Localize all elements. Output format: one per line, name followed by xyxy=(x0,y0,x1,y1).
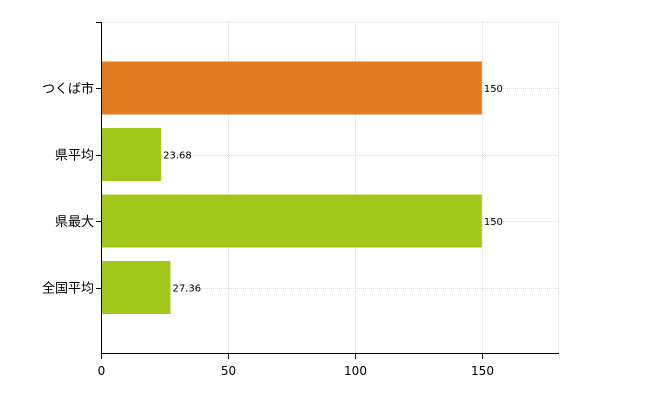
axes xyxy=(96,22,559,359)
bars xyxy=(101,61,482,314)
category-label-1: 県平均 xyxy=(55,149,94,164)
category-label-3: 全国平均 xyxy=(42,281,94,297)
category-label-0: つくば市 xyxy=(42,81,94,97)
data-label-2: 150 xyxy=(484,217,503,228)
bar-1 xyxy=(101,128,162,181)
x-tick-label-0: 0 xyxy=(98,364,106,378)
category-label-2: 県最大 xyxy=(55,215,94,230)
x-tick-label-50: 50 xyxy=(221,364,236,378)
x-tick-label-100: 100 xyxy=(344,364,367,378)
data-label-1: 23.68 xyxy=(163,151,192,162)
x-tick-label-150: 150 xyxy=(471,364,494,378)
bar-2 xyxy=(101,194,482,248)
data-label-0: 150 xyxy=(484,84,503,95)
bar-3 xyxy=(101,261,171,314)
data-label-3: 27.36 xyxy=(172,284,201,295)
bar-0 xyxy=(101,61,482,115)
